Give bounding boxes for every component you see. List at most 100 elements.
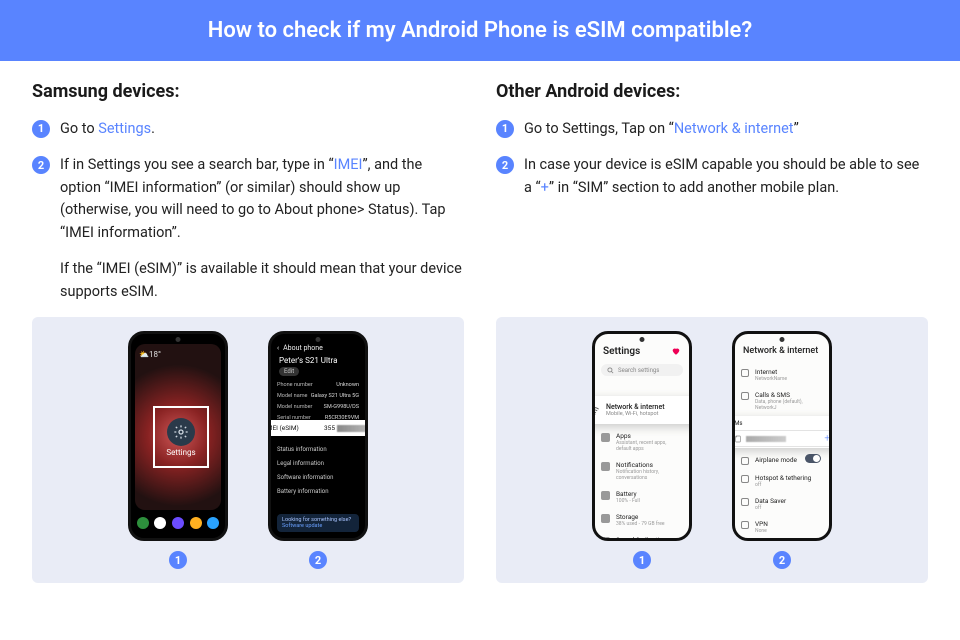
network-row: InternetNetworkName bbox=[741, 368, 823, 382]
settings-callout: Settings bbox=[153, 406, 209, 468]
row-icon bbox=[601, 433, 610, 442]
dock bbox=[131, 514, 225, 532]
edit-button: Edit bbox=[279, 367, 299, 376]
row-icon bbox=[741, 369, 749, 377]
sims-callout: SIMs + bbox=[732, 416, 832, 448]
wifi-icon bbox=[592, 405, 600, 416]
row-icon bbox=[741, 475, 749, 483]
samsung-phone-1: ⛅18° Settings bbox=[128, 331, 228, 541]
airplane-toggle bbox=[805, 454, 821, 463]
step-badge-1: 1 bbox=[496, 120, 514, 138]
samsung-step-2-sub: If the “IMEI (eSIM)” is available it sho… bbox=[60, 258, 464, 303]
other-column: Other Android devices: 1 Go to Settings,… bbox=[496, 81, 928, 317]
network-internet-link[interactable]: Network & internet bbox=[674, 120, 794, 137]
imei-esim-label: IMEI (eSIM) bbox=[268, 424, 299, 432]
search-placeholder: Search settings bbox=[618, 367, 659, 374]
other-gallery: Settings Search settings Network & inter… bbox=[496, 317, 928, 583]
imei-link[interactable]: IMEI bbox=[334, 156, 363, 173]
header-title: About phone bbox=[283, 344, 323, 352]
sims-head: SIMs bbox=[732, 420, 832, 427]
gear-icon bbox=[167, 418, 195, 446]
settings-rows: AppsAssistant, recent apps, default apps… bbox=[601, 432, 683, 541]
other-heading: Other Android devices: bbox=[496, 81, 928, 102]
text: Go to bbox=[60, 120, 98, 137]
spec-row: Phone numberUnknown bbox=[277, 382, 359, 388]
info-list: Status informationLegal informationSoftw… bbox=[277, 446, 359, 495]
network-internet-callout: Network & internet Mobile, Wi-Fi, hotspo… bbox=[592, 396, 692, 424]
network-row: Data Saveroff bbox=[741, 497, 823, 511]
columns: Samsung devices: 1 Go to Settings. 2 If … bbox=[0, 61, 960, 317]
plus-link[interactable]: + bbox=[541, 179, 549, 196]
network-rows-bottom: Airplane modeHotspot & tetheringoffData … bbox=[741, 456, 823, 541]
row-icon bbox=[601, 462, 610, 471]
settings-row: Battery100% - Full bbox=[601, 490, 683, 504]
samsung-heading: Samsung devices: bbox=[32, 81, 464, 102]
step-badge-2: 2 bbox=[496, 156, 514, 174]
other-phone-1: Settings Search settings Network & inter… bbox=[592, 331, 692, 541]
spec-row: Model numberSM-G998U/DS bbox=[277, 404, 359, 410]
text: If in Settings you see a search bar, typ… bbox=[60, 156, 334, 173]
samsung-column: Samsung devices: 1 Go to Settings. 2 If … bbox=[32, 81, 464, 317]
network-rows-top: InternetNetworkName Calls & SMSData, phon… bbox=[741, 368, 823, 411]
step-badge-1: 1 bbox=[32, 120, 50, 138]
footer-link: Software update bbox=[282, 523, 354, 529]
caption-badge-2: 2 bbox=[773, 551, 791, 569]
step-badge-2: 2 bbox=[32, 156, 50, 174]
carrier-redacted bbox=[746, 436, 786, 442]
camera-dot-icon bbox=[176, 337, 181, 342]
sim-icon bbox=[734, 435, 742, 443]
sims-line: + bbox=[732, 430, 832, 447]
settings-row: Sound & vibration bbox=[601, 536, 683, 541]
spec-rows: Phone numberUnknown Model nameGalaxy S21 … bbox=[277, 382, 359, 421]
samsung-step-2: 2 If in Settings you see a search bar, t… bbox=[32, 154, 464, 244]
info-item: Battery information bbox=[277, 488, 359, 495]
looking-for-footer: Looking for something else? Software upd… bbox=[277, 514, 359, 532]
banner-title: How to check if my Android Phone is eSIM… bbox=[208, 18, 752, 43]
about-phone-header: ‹ About phone bbox=[271, 342, 365, 354]
caption-badge-1: 1 bbox=[169, 551, 187, 569]
info-item: Legal information bbox=[277, 460, 359, 467]
weather-widget: ⛅18° bbox=[139, 350, 161, 359]
info-item: Software information bbox=[277, 474, 359, 481]
row-icon bbox=[601, 491, 610, 500]
row-icon bbox=[601, 514, 610, 523]
samsung-phone-2: ‹ About phone Peter's S21 Ultra Edit Pho… bbox=[268, 331, 368, 541]
samsung-gallery: ⛅18° Settings ‹ About phone Peter's S21 … bbox=[32, 317, 464, 583]
other-step-2: 2 In case your device is eSIM capable yo… bbox=[496, 154, 928, 199]
settings-label: Settings bbox=[166, 448, 195, 457]
network-row: Hotspot & tetheringoff bbox=[741, 474, 823, 488]
row-icon bbox=[741, 457, 749, 465]
settings-row: AppsAssistant, recent apps, default apps bbox=[601, 432, 683, 452]
network-title: Network & internet bbox=[743, 346, 818, 356]
dock-app-icon bbox=[207, 517, 219, 529]
settings-row: Storage38% used - 79 GB free bbox=[601, 513, 683, 527]
imei-redacted bbox=[337, 425, 368, 432]
text: . bbox=[151, 120, 155, 137]
network-row: Calls & SMSData, phone (default), Networ… bbox=[741, 391, 823, 411]
settings-row: NotificationsNotification history, conve… bbox=[601, 461, 683, 481]
other-phone-2: Network & internet InternetNetworkName Ca… bbox=[732, 331, 832, 541]
text: ” in “SIM” section to add another mobile… bbox=[549, 179, 839, 196]
settings-title: Settings bbox=[603, 346, 640, 357]
spec-row: Model nameGalaxy S21 Ultra 5G bbox=[277, 393, 359, 399]
caption-badge-2: 2 bbox=[309, 551, 327, 569]
row-icon bbox=[741, 498, 749, 506]
text: ” bbox=[794, 120, 799, 137]
back-icon: ‹ bbox=[277, 344, 279, 352]
dock-app-icon bbox=[172, 517, 184, 529]
search-bar: Search settings bbox=[601, 364, 683, 376]
dock-app-icon bbox=[154, 517, 166, 529]
imei-prefix: 355 bbox=[324, 424, 335, 432]
text: Go to Settings, Tap on “ bbox=[524, 120, 674, 137]
samsung-step-1: 1 Go to Settings. bbox=[32, 118, 464, 140]
camera-dot-icon bbox=[640, 337, 645, 342]
callout-title: Network & internet bbox=[606, 403, 665, 411]
settings-link[interactable]: Settings bbox=[98, 120, 151, 137]
banner: How to check if my Android Phone is eSIM… bbox=[0, 0, 960, 61]
imei-esim-callout: IMEI (eSIM) 355 bbox=[268, 420, 368, 436]
row-icon bbox=[741, 521, 749, 529]
other-step-1: 1 Go to Settings, Tap on “Network & inte… bbox=[496, 118, 928, 140]
gallery-row: ⛅18° Settings ‹ About phone Peter's S21 … bbox=[0, 317, 960, 583]
search-icon bbox=[607, 367, 614, 374]
network-row: VPNNone bbox=[741, 520, 823, 534]
